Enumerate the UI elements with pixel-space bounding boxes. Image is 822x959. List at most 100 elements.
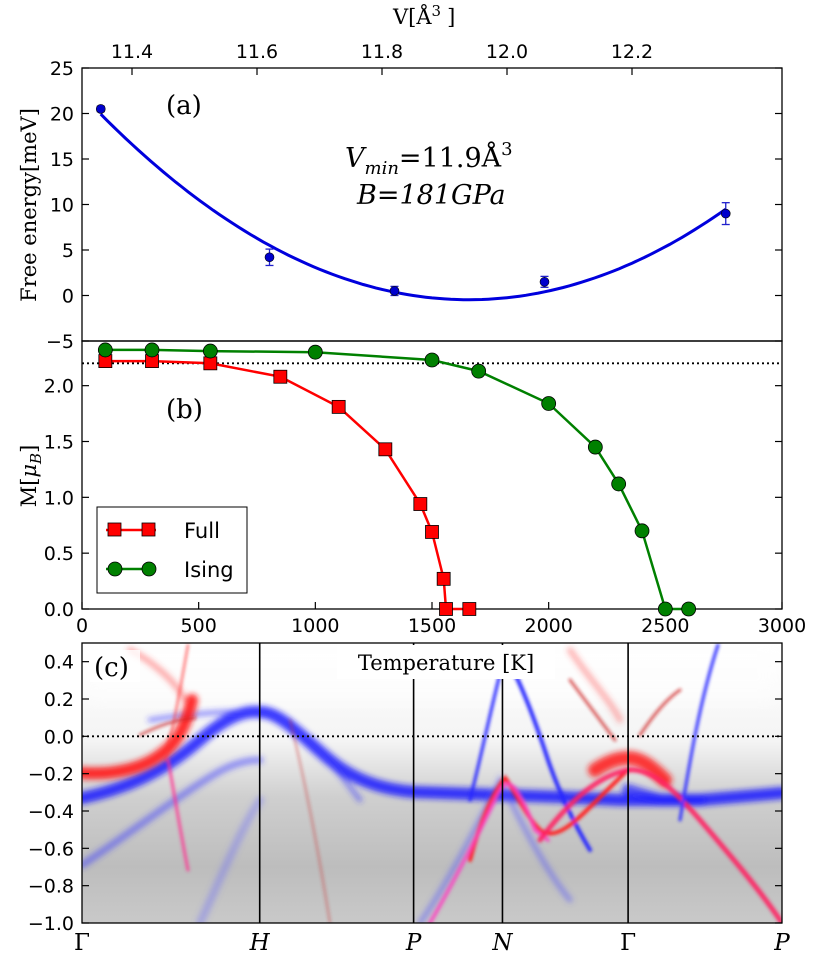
ising-data-point	[202, 343, 218, 359]
a-ytick-label: −5	[46, 331, 74, 353]
b-xtick-label: 1500	[408, 615, 456, 637]
panel-a-x-title: V[Å3]	[392, 2, 455, 29]
c-ytick-label: 0.2	[44, 689, 74, 711]
b-xtick-label: 0	[76, 615, 88, 637]
full-data-point	[462, 602, 477, 616]
a-data-point	[539, 277, 550, 287]
series-ising	[97, 342, 697, 617]
legend-full-marker-1	[107, 522, 122, 537]
legend-full-marker-2	[141, 522, 156, 537]
b-ytick-label: 1.0	[44, 487, 74, 509]
b-ytick-label: 0.0	[44, 599, 74, 621]
a-ytick-label: 10	[50, 195, 74, 217]
a-xtick-label: 11.6	[236, 41, 278, 63]
b-xtick-label: 3000	[758, 615, 806, 637]
legend-box	[96, 506, 248, 594]
panel-c-kpath-lines	[258, 643, 629, 923]
full-data-point	[203, 356, 218, 371]
a-xtick-label: 11.8	[361, 41, 403, 63]
c-ytick-label: −1.0	[28, 913, 74, 935]
panel-b-y-title: M[μB]	[17, 445, 45, 508]
ising-data-point	[144, 342, 160, 358]
c-ytick-label: −0.4	[28, 801, 74, 823]
a-xtick-label: 12.0	[486, 41, 528, 63]
legend-ising-marker-2	[141, 561, 157, 577]
c-ytick-label: −0.2	[28, 764, 74, 786]
panel-a-fit-curve	[99, 113, 727, 302]
legend: Full Ising	[96, 506, 248, 594]
series-line-ising	[105, 348, 689, 611]
full-data-point	[439, 602, 453, 616]
c-ytick-label: 0.0	[44, 726, 74, 748]
panel-b-series	[97, 342, 697, 617]
c-ytick-label: 0.4	[44, 652, 74, 674]
b-xtick-label: 1000	[291, 615, 339, 637]
b-ytick-label: 0.5	[44, 543, 74, 565]
ising-data-point	[681, 601, 697, 617]
a-ytick-label: 0	[62, 286, 74, 308]
panel-c: −1.0 −0.8 −0.6 −0.4 −0.2 0.0 0.2 0.4 Γ H P N Γ P (c)	[28, 642, 790, 956]
panel-b-y-ticks: 0.0 0.5 1.0 1.5 2.0	[44, 376, 782, 621]
a-xtick-label: 12.2	[611, 41, 653, 63]
full-data-point	[413, 497, 428, 511]
b-ytick-label: 2.0	[44, 376, 74, 398]
full-data-point	[436, 571, 451, 586]
ising-data-point	[307, 344, 323, 360]
legend-ising-label: Ising	[184, 558, 234, 582]
a-data-point	[389, 286, 400, 296]
ising-data-point	[611, 476, 627, 492]
b-xtick-label: 2000	[524, 615, 572, 637]
full-data-point	[378, 442, 393, 457]
kpath-label: N	[491, 930, 513, 956]
panel-a-y-ticks: −5 0 5 10 15 20 25	[46, 58, 782, 353]
ising-data-point	[97, 342, 113, 358]
panel-a-label: (a)	[166, 91, 202, 121]
panel-a-annotation-vmin: Vmin=11.9Å3	[345, 139, 513, 179]
kpath-label: P	[405, 930, 422, 956]
ising-data-point	[541, 396, 557, 411]
panel-a-y-title: Free energy[meV]	[17, 108, 41, 302]
panel-b-label: (b)	[166, 395, 203, 425]
a-data-point	[264, 252, 275, 263]
kpath-label: H	[249, 930, 271, 956]
panel-a-x-ticks: 11.4 11.6 11.8 12.0 12.2	[111, 41, 653, 75]
c-ytick-label: −0.6	[28, 838, 74, 860]
kpath-label: Γ	[74, 930, 90, 956]
full-data-point	[425, 525, 439, 539]
ising-data-point	[424, 352, 440, 368]
panel-c-y-ticks: −1.0 −0.8 −0.6 −0.4 −0.2 0.0 0.2 0.4	[28, 652, 782, 935]
a-ytick-label: 20	[50, 104, 74, 126]
a-data-point	[95, 104, 106, 114]
panel-a: −5 0 5 10 15 20 25 11.4 11.6 11.8 12.0 12.2 (a) Vm…	[17, 2, 783, 353]
panel-a-annotation-bulk: B=181GPa	[356, 180, 506, 211]
panel-b: 0.0 0.5 1.0 1.5 2.0 0 500 1000 1500 2000 2500 3000…	[17, 340, 806, 637]
ising-data-point	[587, 439, 603, 455]
a-xtick-label: 11.4	[111, 41, 153, 63]
panel-c-label: (c)	[94, 653, 129, 683]
kpath-label: Γ	[620, 930, 636, 956]
series-full	[98, 354, 477, 616]
ising-data-point	[471, 363, 487, 379]
legend-full-label: Full	[184, 519, 220, 543]
b-xtick-label: 500	[181, 615, 217, 637]
a-ytick-label: 15	[50, 149, 74, 171]
full-data-point	[331, 399, 346, 414]
b-ytick-label: 1.5	[44, 432, 74, 454]
full-data-point	[273, 369, 288, 384]
a-ytick-label: 5	[62, 240, 74, 262]
ising-data-point	[634, 523, 650, 539]
panel-b-x-ticks: 0 500 1000 1500 2000 2500 3000	[76, 602, 806, 637]
ising-data-point	[657, 601, 673, 617]
panel-c-label-bg	[90, 650, 140, 682]
spectral-function-map	[82, 643, 782, 923]
c-ytick-label: −0.8	[28, 876, 74, 898]
kpath-label: P	[773, 930, 790, 956]
panel-b-x-title: Temperature [K]	[358, 651, 534, 675]
a-data-point	[720, 208, 731, 219]
panel-c-frame	[81, 642, 783, 924]
b-xtick-label: 2500	[641, 615, 689, 637]
a-ytick-label: 25	[50, 58, 74, 80]
temperature-label-bg	[337, 645, 555, 679]
